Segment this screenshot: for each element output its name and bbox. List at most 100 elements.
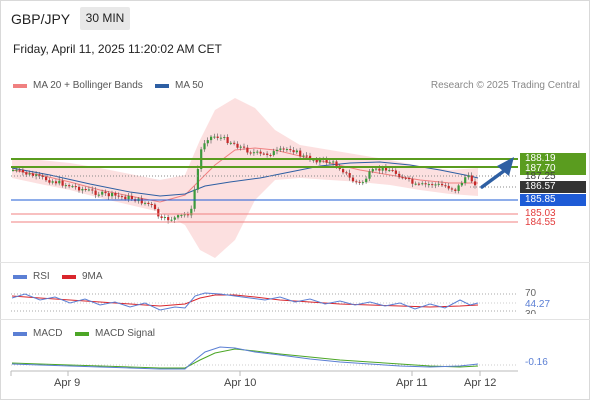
candle-body bbox=[127, 195, 130, 200]
candle-body bbox=[144, 202, 147, 204]
candle-body bbox=[213, 136, 216, 138]
candle-body bbox=[421, 183, 424, 185]
candle-body bbox=[18, 169, 21, 171]
candle-body bbox=[120, 196, 124, 198]
candle-body bbox=[140, 198, 143, 204]
candle-body bbox=[312, 159, 315, 161]
candle-body bbox=[183, 214, 186, 216]
rsi-swatch bbox=[13, 274, 27, 279]
candle-body bbox=[177, 215, 180, 218]
candle-body bbox=[335, 161, 338, 167]
ma20-swatch bbox=[13, 83, 27, 88]
candle-body bbox=[282, 148, 285, 150]
candle-body bbox=[150, 203, 153, 205]
candle-body bbox=[58, 180, 61, 184]
legend-ma20: MA 20 + Bollinger Bands bbox=[13, 80, 143, 91]
candle-body bbox=[104, 191, 107, 194]
price-badge-188-19: 188.19 bbox=[520, 153, 586, 165]
candle-body bbox=[216, 136, 219, 138]
candle-body bbox=[229, 142, 232, 144]
candle-body bbox=[328, 162, 331, 164]
candle-body bbox=[223, 137, 226, 139]
macd-value-label: -0.16 bbox=[525, 357, 548, 368]
candle-body bbox=[424, 183, 427, 185]
candle-body bbox=[233, 142, 236, 144]
candle-body bbox=[279, 148, 282, 150]
candle-body bbox=[243, 146, 246, 148]
candle-body bbox=[342, 169, 345, 173]
x-label-apr-9: Apr 9 bbox=[54, 377, 81, 389]
candle-body bbox=[190, 208, 193, 216]
candle-body bbox=[365, 178, 368, 183]
panel-separator-macd bbox=[0, 319, 590, 320]
ma20-line bbox=[11, 147, 478, 203]
candle-body bbox=[348, 173, 351, 178]
candle-body bbox=[351, 177, 355, 182]
ma50-swatch bbox=[155, 83, 169, 88]
candle-body bbox=[48, 180, 51, 183]
price-badge-185-85: 185.85 bbox=[520, 194, 586, 206]
rsi-label: RSI bbox=[33, 271, 50, 282]
candle-body bbox=[38, 174, 41, 176]
candle-body bbox=[457, 185, 460, 191]
candle-body bbox=[375, 168, 378, 170]
trend-arrow-icon bbox=[480, 157, 514, 189]
candle-body bbox=[444, 185, 447, 187]
candle-body bbox=[147, 202, 150, 204]
candle-body bbox=[87, 189, 91, 191]
candle-body bbox=[302, 155, 305, 157]
x-label-apr-10: Apr 10 bbox=[224, 377, 257, 389]
candle-body bbox=[414, 183, 417, 185]
candle-body bbox=[31, 173, 34, 176]
candle-body bbox=[437, 183, 440, 185]
candle-body bbox=[21, 169, 25, 173]
x-label-apr-11: Apr 11 bbox=[396, 377, 428, 389]
candle-body bbox=[318, 159, 322, 163]
research-credit: Research © 2025 Trading Central bbox=[430, 80, 580, 91]
rsi-level-70-label: 70 bbox=[525, 288, 537, 299]
macd-line bbox=[11, 346, 479, 370]
candle-body bbox=[252, 152, 256, 154]
candle-body bbox=[246, 147, 249, 153]
candle-body bbox=[474, 181, 477, 186]
rsi-level-30-label: 30 bbox=[525, 309, 536, 314]
candle-body bbox=[467, 175, 470, 178]
candle-body bbox=[124, 196, 127, 200]
candle-body bbox=[378, 168, 381, 171]
rsi-ma-line bbox=[11, 294, 479, 308]
candle-body bbox=[325, 159, 328, 163]
candle-body bbox=[74, 186, 77, 188]
candle-body bbox=[167, 217, 170, 221]
candle-body bbox=[289, 149, 292, 151]
legend-rsi-ma: 9MA bbox=[62, 271, 103, 282]
candle-body bbox=[219, 137, 223, 139]
candle-body bbox=[91, 189, 94, 191]
rsi-ma-label: 9MA bbox=[82, 271, 103, 282]
candle-body bbox=[272, 151, 275, 156]
candle-body bbox=[434, 184, 437, 186]
candle-body bbox=[305, 155, 308, 157]
candle-body bbox=[295, 150, 298, 153]
candle-body bbox=[210, 136, 213, 141]
candle-body bbox=[394, 170, 397, 174]
candle-body bbox=[35, 174, 38, 176]
candle-body bbox=[398, 173, 401, 178]
candle-body bbox=[391, 170, 394, 172]
macd-signal-label: MACD Signal bbox=[95, 328, 156, 339]
candle-body bbox=[163, 217, 166, 219]
candle-body bbox=[285, 149, 289, 151]
candle-body bbox=[193, 189, 196, 209]
candle-body bbox=[441, 183, 444, 186]
candle-body bbox=[332, 161, 335, 163]
candle-body bbox=[401, 177, 404, 179]
candle-body bbox=[78, 186, 81, 191]
candle-body bbox=[101, 191, 104, 195]
candle-body bbox=[427, 184, 430, 186]
candle-body bbox=[196, 168, 199, 190]
candle-body bbox=[249, 152, 252, 154]
candle-body bbox=[54, 181, 58, 184]
candle-body bbox=[460, 183, 463, 186]
candle-body bbox=[51, 181, 54, 183]
candle-body bbox=[404, 177, 407, 179]
timeframe-button[interactable]: 30 MIN bbox=[80, 7, 130, 30]
